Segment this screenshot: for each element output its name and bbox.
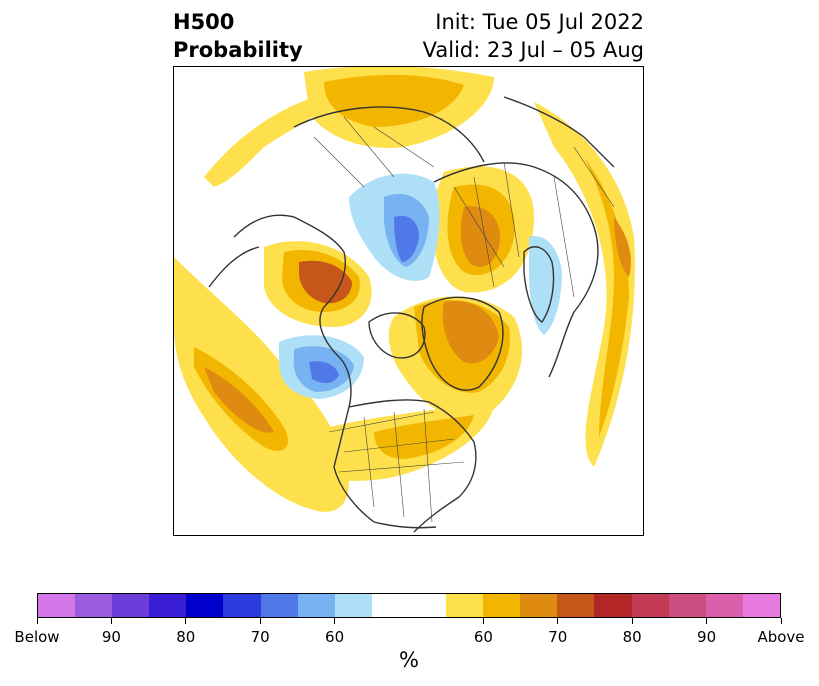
colorbar-cell — [260, 594, 298, 617]
map-panel — [173, 66, 644, 536]
colorbar-cell — [594, 594, 632, 617]
valid-range: Valid: 23 Jul – 05 Aug — [422, 38, 644, 62]
colorbar-tick-label: 80 — [622, 628, 642, 646]
probability-field — [174, 67, 643, 535]
colorbar-cell — [297, 594, 335, 617]
colorbar-cell — [705, 594, 743, 617]
anomaly-below-canadian-arctic-75 — [309, 361, 339, 384]
borders — [313, 116, 615, 523]
anomaly-above-right-arc-75 — [614, 217, 631, 277]
probability-map — [174, 67, 643, 535]
title-block-right: Init: Tue 05 Jul 2022 Valid: 23 Jul – 05… — [423, 8, 644, 64]
colorbar-cell — [483, 594, 521, 617]
colorbar-tick-label: 70 — [250, 628, 270, 646]
title-block-left: H500 Probability — [173, 8, 303, 64]
colorbar-tick-mark — [631, 618, 633, 624]
colorbar-cell — [557, 594, 595, 617]
colorbar-cell — [38, 594, 76, 617]
colorbar-tick-mark — [780, 618, 782, 624]
anomaly-above-canada-80 — [299, 260, 352, 304]
colorbar-tick-label: Below — [14, 628, 60, 646]
title-variable: H500 — [173, 10, 235, 34]
colorbar-cell — [371, 594, 447, 617]
colorbar-cell — [631, 594, 669, 617]
colorbar-tick-label: 80 — [176, 628, 196, 646]
title-product: Probability — [173, 38, 303, 62]
coastlines — [208, 96, 615, 533]
colorbar-cell — [446, 594, 484, 617]
anomaly-below-arctic-75 — [394, 215, 419, 262]
colorbar-tick-mark — [36, 618, 38, 624]
colorbar-tick-label: 60 — [473, 628, 493, 646]
init-date: Init: Tue 05 Jul 2022 — [435, 10, 644, 34]
colorbar-cell — [334, 594, 372, 617]
colorbar-cell — [112, 594, 150, 617]
colorbar-cell — [223, 594, 261, 617]
colorbar-tick-label: 60 — [325, 628, 345, 646]
colorbar-cell — [149, 594, 187, 617]
colorbar-tick-mark — [557, 618, 559, 624]
colorbar-cell — [742, 594, 780, 617]
colorbar-tick-mark — [706, 618, 708, 624]
anomaly-below-scandinavia — [529, 236, 562, 335]
colorbar — [37, 593, 781, 618]
colorbar-tick-mark — [482, 618, 484, 624]
anomaly-above-pacific-75 — [204, 367, 274, 433]
colorbar-tick-label: Above — [757, 628, 805, 646]
colorbar-cell — [75, 594, 113, 617]
colorbar-cell — [668, 594, 706, 617]
colorbar-cell — [520, 594, 558, 617]
anomaly-above-russia-75 — [460, 206, 500, 267]
colorbar-tick-mark — [259, 618, 261, 624]
colorbar-tick-mark — [334, 618, 336, 624]
colorbar-tick-label: 70 — [548, 628, 568, 646]
colorbar-tick-label: 90 — [101, 628, 121, 646]
anomaly-above-us-70 — [374, 415, 474, 459]
anomaly-above-greenland-75 — [442, 301, 499, 364]
colorbar-cell — [186, 594, 224, 617]
colorbar-unit-label: % — [399, 648, 419, 672]
colorbar-tick-mark — [110, 618, 112, 624]
colorbar-tick-label: 90 — [697, 628, 717, 646]
colorbar-tick-mark — [185, 618, 187, 624]
